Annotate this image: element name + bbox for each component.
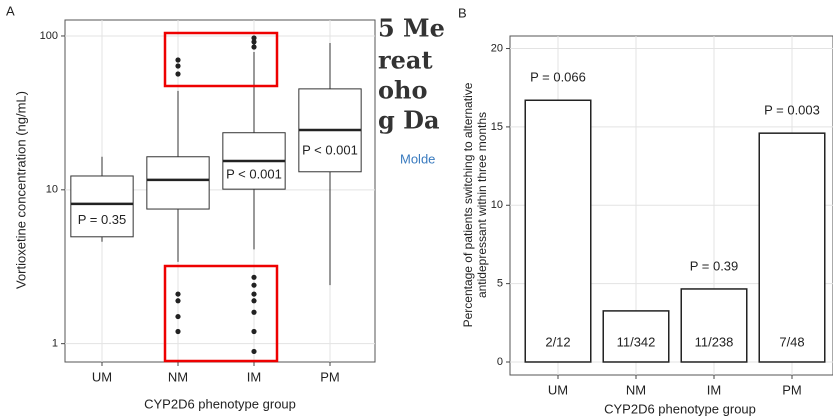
panel-label: A	[6, 3, 15, 18]
bg-text: g Da	[378, 106, 440, 135]
outlier	[251, 35, 257, 41]
p-label: P = 0.35	[78, 212, 127, 227]
bar	[602, 310, 670, 363]
x-tick-label: IM	[247, 369, 261, 384]
y-axis-label: Percentage of patients switching to alte…	[461, 82, 475, 327]
outlier	[251, 328, 257, 335]
panel-label: B	[458, 5, 467, 20]
bar	[524, 99, 592, 363]
y-tick-label: 20	[491, 42, 503, 54]
outlier	[175, 57, 181, 63]
y-tick-label: 15	[491, 121, 503, 133]
count-label: 2/12	[545, 334, 570, 349]
box	[70, 175, 134, 238]
y-tick-label: 10	[491, 199, 503, 211]
bg-text: 5 Me	[378, 14, 445, 43]
p-label: P = 0.39	[690, 258, 739, 273]
bg-link: Molde	[400, 151, 435, 166]
outlier	[251, 282, 257, 288]
y-tick-label: 1	[52, 338, 58, 350]
outlier	[175, 63, 181, 69]
x-tick-label: PM	[782, 382, 802, 397]
y-tick-label: 10	[46, 184, 58, 196]
outlier	[251, 309, 257, 315]
outlier	[251, 291, 257, 297]
x-tick-label: UM	[92, 369, 112, 384]
count-label: 11/342	[617, 334, 656, 349]
highlight-box	[163, 31, 279, 88]
outlier	[175, 328, 181, 335]
p-label: P < 0.001	[226, 166, 282, 181]
bar	[680, 288, 748, 363]
y-tick-label: 100	[40, 30, 58, 42]
outlier	[175, 313, 181, 320]
x-tick-label: IM	[707, 382, 721, 397]
count-label: 11/238	[695, 334, 734, 349]
y-tick-label: 5	[497, 278, 503, 290]
outlier	[175, 291, 181, 297]
y-axis-label: Vortioxetine concentration (ng/mL)	[13, 91, 28, 289]
outlier	[251, 348, 257, 355]
bg-text: reat	[378, 46, 433, 75]
outlier	[251, 44, 257, 50]
p-label: P < 0.001	[302, 142, 358, 157]
y-axis-label: antidepressant within three months	[475, 112, 489, 298]
outlier	[251, 39, 257, 45]
highlight-box	[163, 264, 279, 363]
y-tick-label: 0	[497, 356, 503, 368]
x-tick-label: UM	[548, 382, 568, 397]
outlier	[251, 274, 257, 280]
bg-text: oho	[378, 76, 427, 105]
x-tick-label: PM	[320, 369, 340, 384]
p-label: P = 0.066	[530, 70, 586, 85]
x-axis-label: CYP2D6 phenotype group	[604, 401, 756, 416]
outlier	[175, 71, 181, 77]
x-tick-label: NM	[168, 369, 188, 384]
p-label: P = 0.003	[764, 103, 820, 118]
outlier	[251, 298, 257, 304]
outlier	[175, 298, 181, 304]
count-label: 7/48	[779, 334, 804, 349]
x-axis-label: CYP2D6 phenotype group	[144, 396, 296, 411]
x-tick-label: NM	[626, 382, 646, 397]
bar	[758, 132, 826, 363]
box	[146, 156, 210, 210]
